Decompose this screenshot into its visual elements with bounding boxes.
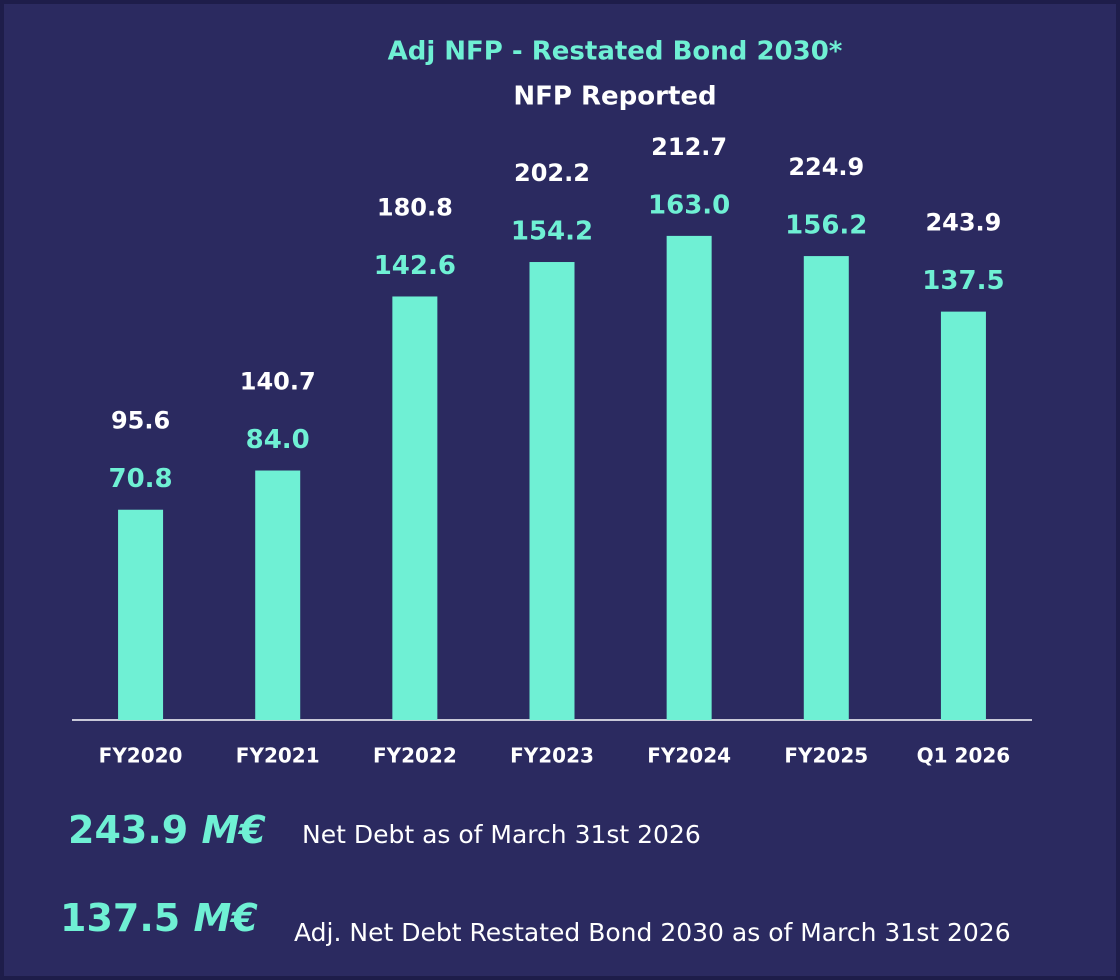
- data-label: 156.2: [785, 211, 867, 241]
- data-label: 95.6: [111, 407, 170, 435]
- note-text: Net Debt as of March 31st 2026: [302, 820, 701, 849]
- data-label: 212.7: [651, 133, 727, 161]
- data-label: 84.0: [246, 425, 310, 455]
- x-tick-label: FY2022: [373, 744, 457, 768]
- data-label: 142.6: [374, 251, 456, 281]
- data-label: 224.9: [788, 153, 864, 181]
- data-label: 140.7: [240, 368, 316, 396]
- note-amount: 137.5 M€: [60, 896, 258, 940]
- x-tick-label: FY2023: [510, 744, 594, 768]
- data-label: 163.0: [648, 190, 730, 220]
- x-tick-label: FY2021: [236, 744, 320, 768]
- data-label: 137.5: [922, 266, 1004, 296]
- x-tick-label: FY2025: [784, 744, 868, 768]
- data-label: 180.8: [377, 193, 453, 221]
- bar: [255, 470, 301, 720]
- bar: [392, 296, 438, 720]
- data-label: 202.2: [514, 159, 590, 187]
- note-unit: M€: [201, 808, 266, 852]
- note-unit: M€: [193, 896, 258, 940]
- note-amount: 137.5: [60, 896, 180, 940]
- data-label: 154.2: [511, 217, 593, 247]
- legend-adj: Adj NFP - Restated Bond 2030*: [388, 37, 843, 67]
- note-text: Adj. Net Debt Restated Bond 2030 as of M…: [294, 918, 1011, 947]
- bar: [529, 262, 575, 720]
- bar: [666, 235, 712, 720]
- bar: [940, 311, 986, 720]
- note-amount: 243.9 M€: [68, 808, 266, 852]
- legend-reported: NFP Reported: [513, 82, 716, 112]
- note-amount: 243.9: [68, 808, 188, 852]
- x-tick-label: Q1 2026: [917, 744, 1011, 768]
- bar: [118, 509, 164, 720]
- x-tick-label: FY2024: [647, 744, 731, 768]
- bar: [803, 256, 849, 720]
- x-tick-label: FY2020: [99, 744, 183, 768]
- data-label: 70.8: [108, 464, 172, 494]
- data-label: 243.9: [925, 209, 1001, 237]
